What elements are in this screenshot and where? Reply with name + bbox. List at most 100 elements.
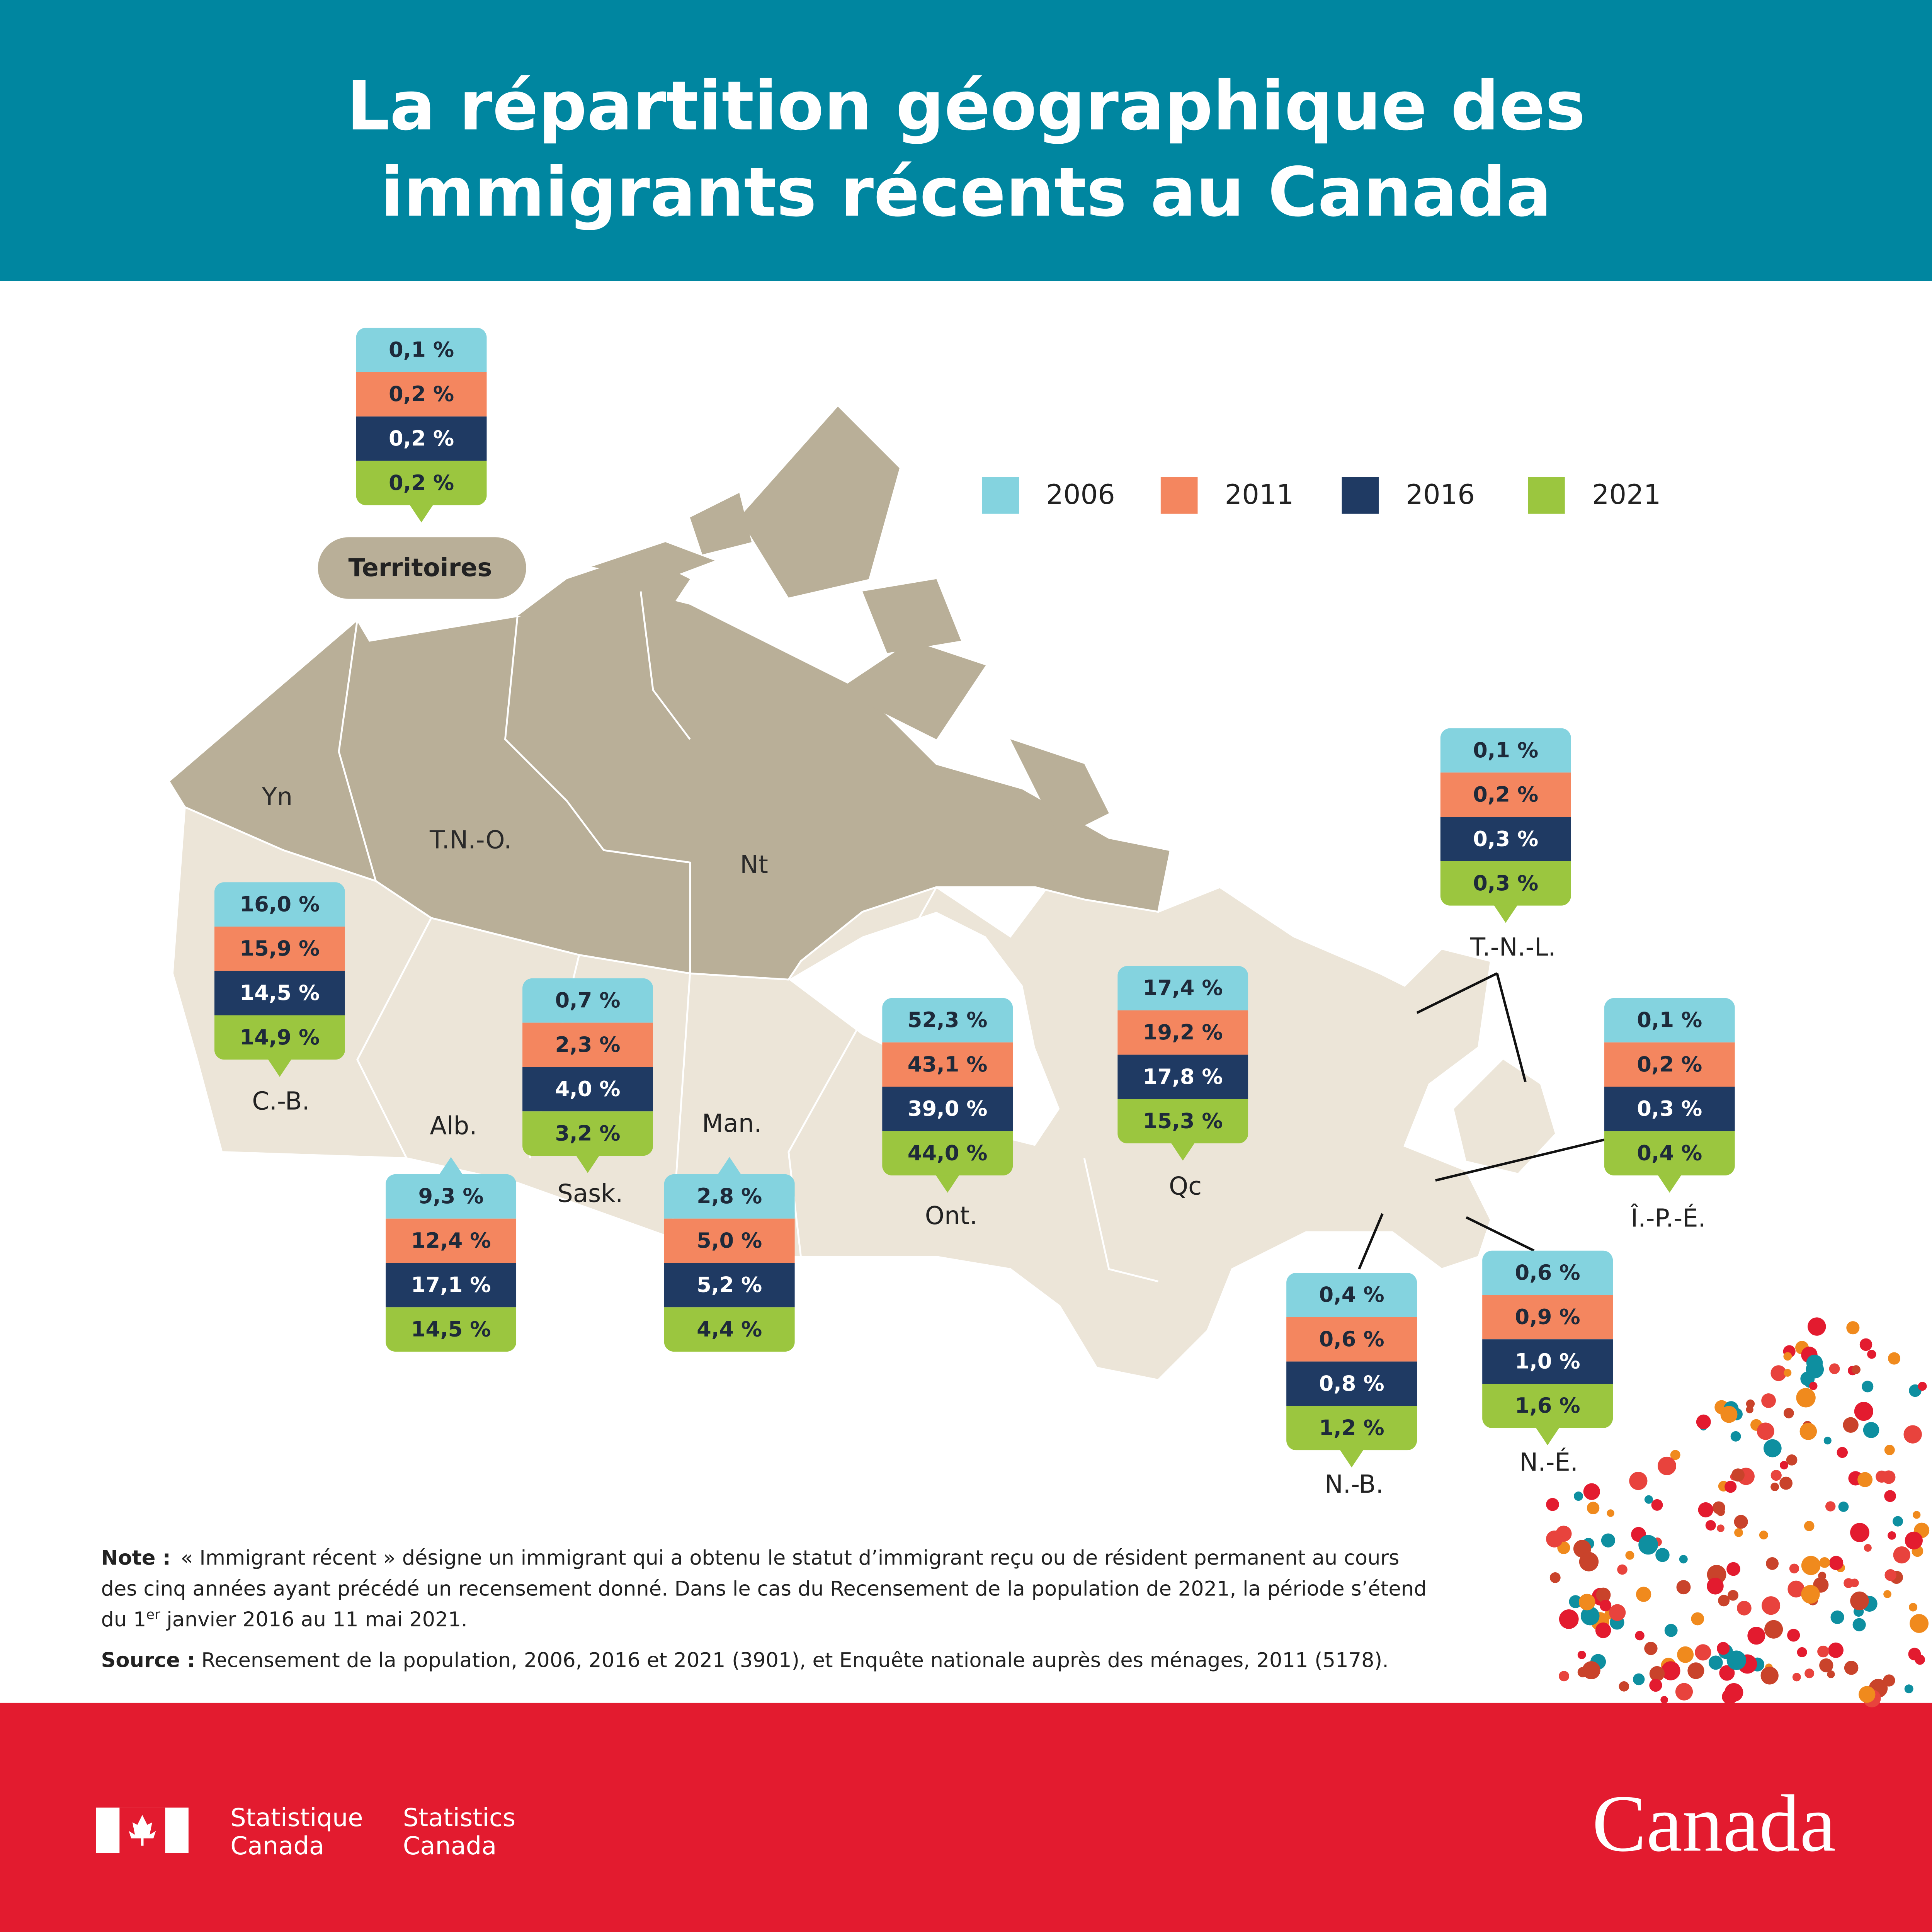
dot xyxy=(1717,1524,1725,1532)
map-label: Yn xyxy=(262,783,293,811)
note-line: du 1er janvier 2016 au 11 mai 2021. xyxy=(101,1607,467,1631)
note-sup: er xyxy=(146,1607,160,1622)
note-label: Note : xyxy=(101,1546,170,1570)
box-value: 2,3 % xyxy=(555,1032,620,1057)
dot xyxy=(1857,1472,1873,1487)
box-value: 0,4 % xyxy=(1637,1141,1702,1165)
pointer xyxy=(1535,1427,1560,1446)
wordmark: Canada xyxy=(1592,1778,1836,1869)
box-value: 0,3 % xyxy=(1637,1097,1702,1121)
dot xyxy=(1843,1417,1859,1433)
box-value: 43,1 % xyxy=(908,1052,988,1077)
box-row xyxy=(1117,1054,1248,1099)
dot xyxy=(1757,1422,1774,1440)
box-value: 15,9 % xyxy=(240,936,320,961)
dot xyxy=(1918,1382,1927,1391)
dot xyxy=(1644,1641,1658,1655)
dot xyxy=(1888,1352,1901,1365)
dot xyxy=(1783,1408,1794,1418)
legend-label: 2006 xyxy=(1046,479,1115,510)
pointer xyxy=(1657,1174,1682,1193)
box-value: 3,2 % xyxy=(555,1121,620,1146)
dot xyxy=(1619,1681,1629,1692)
dot xyxy=(1737,1600,1752,1616)
region-box: 17,4 % 19,2 % 17,8 % 15,3 % Qc xyxy=(1117,966,1248,1201)
title-line: immigrants récents au Canada xyxy=(380,153,1551,232)
dot xyxy=(1657,1456,1676,1475)
box-row xyxy=(214,882,345,927)
dot xyxy=(1850,1578,1859,1587)
box-value: 0,2 % xyxy=(389,471,454,495)
dot xyxy=(1799,1423,1817,1440)
dot xyxy=(1770,1469,1782,1481)
pointer xyxy=(575,1154,600,1173)
title-line: La répartition géographique des xyxy=(347,67,1585,146)
box-value: 14,5 % xyxy=(240,981,320,1005)
dot xyxy=(1817,1645,1829,1658)
dot xyxy=(1825,1501,1836,1512)
box-value: 0,1 % xyxy=(1637,1008,1702,1032)
dot xyxy=(1596,1587,1611,1602)
dot xyxy=(1783,1352,1792,1361)
dot xyxy=(1734,1528,1743,1537)
dot xyxy=(1804,1668,1815,1679)
dot xyxy=(1664,1624,1678,1637)
dot xyxy=(1726,1650,1747,1670)
dot xyxy=(1913,1511,1921,1519)
dot xyxy=(1864,1544,1872,1552)
box-value: 1,6 % xyxy=(1515,1393,1580,1418)
dot xyxy=(1818,1571,1827,1580)
dot xyxy=(1828,1642,1844,1658)
box-row xyxy=(882,1042,1013,1087)
dot xyxy=(1599,1600,1612,1612)
box-value: 1,0 % xyxy=(1515,1349,1580,1373)
legend-swatch xyxy=(982,477,1019,514)
dot xyxy=(1670,1450,1680,1460)
box-row xyxy=(356,372,487,417)
leader-lines xyxy=(1358,972,1605,1270)
box-value: 17,4 % xyxy=(1143,976,1223,1000)
region-label: N.-É. xyxy=(1520,1447,1578,1477)
dot xyxy=(1770,1483,1779,1492)
dot xyxy=(1863,1422,1879,1438)
dot xyxy=(1677,1646,1694,1663)
legend-swatch xyxy=(1528,477,1565,514)
box-row xyxy=(386,1263,517,1308)
dot xyxy=(1819,1557,1830,1568)
box-value: 0,2 % xyxy=(389,382,454,406)
dot xyxy=(1801,1556,1821,1575)
dot xyxy=(1635,1631,1645,1641)
dot xyxy=(1649,1679,1662,1692)
pointer xyxy=(935,1174,960,1193)
dot xyxy=(1761,1393,1776,1408)
dot xyxy=(1850,1591,1869,1611)
box-row xyxy=(1604,998,1735,1043)
pointer xyxy=(267,1058,292,1077)
dot xyxy=(1725,1683,1743,1702)
box-value: 5,2 % xyxy=(697,1273,762,1297)
box-value: 19,2 % xyxy=(1143,1020,1223,1044)
dot xyxy=(1903,1425,1922,1444)
region-box: 0,7 % 2,3 % 4,0 % 3,2 % Sask. xyxy=(522,978,653,1208)
dot xyxy=(1661,1661,1680,1680)
box-row xyxy=(882,1087,1013,1131)
dot xyxy=(1809,1382,1818,1390)
dot xyxy=(1549,1572,1561,1583)
dot xyxy=(1707,1578,1724,1595)
dot xyxy=(1846,1321,1860,1335)
region-label: Î.-P.-É. xyxy=(1630,1203,1706,1233)
region-label: Territoires xyxy=(348,554,492,582)
box-value: 0,6 % xyxy=(1319,1327,1384,1351)
dot xyxy=(1760,1667,1779,1685)
box-value: 14,9 % xyxy=(240,1025,320,1049)
dot xyxy=(1577,1651,1586,1659)
box-row xyxy=(1117,1099,1248,1144)
dot xyxy=(1728,1590,1738,1601)
box-row xyxy=(1604,1042,1735,1087)
legend-swatch xyxy=(1160,477,1198,514)
dot xyxy=(1587,1502,1600,1514)
dot xyxy=(1804,1521,1815,1531)
dot xyxy=(1649,1666,1665,1682)
dot xyxy=(1609,1604,1626,1621)
